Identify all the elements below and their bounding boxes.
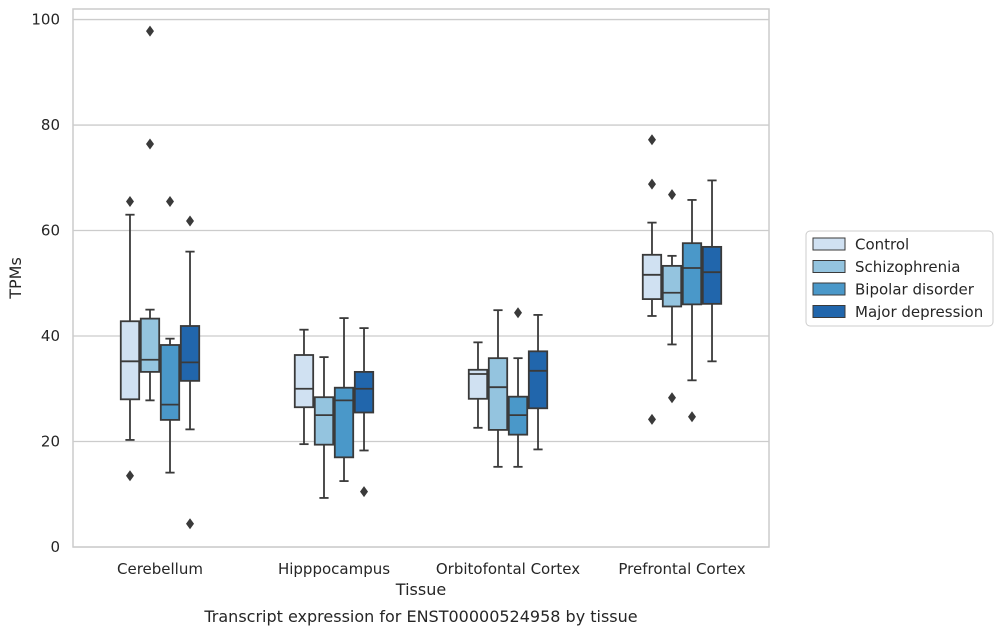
box-body — [681, 242, 703, 306]
box-body — [159, 344, 181, 421]
y-tick-label: 60 — [41, 222, 60, 240]
box-group — [527, 314, 549, 451]
box-body — [119, 320, 141, 401]
x-tick-label: Hipppocampus — [278, 560, 390, 578]
outlier-point — [688, 411, 697, 423]
outlier-point — [667, 392, 676, 404]
outlier-point — [186, 215, 195, 227]
x-tick-labels: Cerebellum Hipppocampus Orbitofontal Corte… — [117, 560, 746, 578]
outlier-point — [647, 413, 656, 425]
chart-caption: Transcript expression for ENST0000052495… — [203, 607, 637, 626]
y-axis-title: TPMs — [6, 257, 25, 300]
box-group — [681, 199, 703, 423]
box-body — [487, 357, 509, 431]
box-group — [313, 356, 335, 499]
box-body — [527, 350, 549, 410]
outlier-point — [647, 134, 656, 146]
box-group — [353, 327, 375, 498]
legend-frame — [805, 230, 994, 327]
legend-item: Control — [812, 236, 909, 254]
y-tick-label: 80 — [41, 116, 60, 134]
x-axis-title: Tissue — [395, 580, 446, 599]
y-tick-label: 0 — [50, 538, 60, 556]
y-tick-labels: 0 20 40 60 80 100 — [31, 11, 60, 556]
legend-label: Schizophrenia — [855, 258, 960, 276]
box-body — [467, 368, 489, 400]
box-body — [661, 264, 683, 308]
outlier-point — [145, 25, 154, 37]
box-group — [333, 317, 355, 482]
legend-label: Bipolar disorder — [855, 281, 975, 299]
box-body — [139, 317, 161, 373]
legend-label: Major depression — [855, 303, 983, 321]
legend-swatch — [812, 237, 846, 251]
box-body — [701, 245, 723, 305]
legend-swatch — [812, 282, 846, 296]
legend-item: Bipolar disorder — [812, 281, 975, 299]
legend: Control Schizophrenia Bipolar disorder Majo… — [805, 230, 994, 327]
box-group — [119, 196, 141, 482]
box-group — [487, 309, 509, 468]
y-tick-label: 20 — [41, 433, 60, 451]
outlier-point — [667, 189, 676, 201]
outlier-point — [125, 470, 134, 482]
box-group — [179, 215, 201, 530]
box-body — [353, 370, 375, 414]
box-series — [119, 25, 723, 530]
outlier-point — [125, 196, 134, 208]
legend-item: Major depression — [812, 303, 983, 321]
box-body — [293, 354, 315, 409]
box-body — [179, 325, 201, 382]
outlier-point — [145, 138, 154, 150]
box-group — [139, 25, 161, 402]
legend-label: Control — [855, 236, 909, 254]
outlier-point — [514, 307, 523, 319]
box-group — [293, 328, 315, 446]
box-body — [333, 386, 355, 459]
legend-item: Schizophrenia — [812, 258, 960, 276]
box-group — [661, 189, 683, 404]
box-group — [507, 307, 529, 468]
x-tick-label: Prefrontal Cortex — [618, 560, 745, 578]
outlier-point — [360, 486, 369, 498]
box-body — [641, 253, 663, 300]
box-group — [467, 341, 489, 429]
legend-swatch — [812, 260, 846, 273]
outlier-point — [166, 196, 175, 208]
y-tick-label: 40 — [41, 327, 60, 345]
box-group — [701, 179, 723, 363]
box-group — [641, 134, 663, 425]
outlier-point — [647, 178, 656, 190]
x-tick-label: Orbitofontal Cortex — [436, 560, 580, 578]
box-body — [313, 396, 335, 446]
y-tick-label: 100 — [31, 11, 60, 29]
outlier-point — [186, 518, 195, 530]
legend-swatch — [812, 305, 846, 318]
box-group — [159, 196, 181, 474]
x-tick-label: Cerebellum — [117, 560, 203, 578]
